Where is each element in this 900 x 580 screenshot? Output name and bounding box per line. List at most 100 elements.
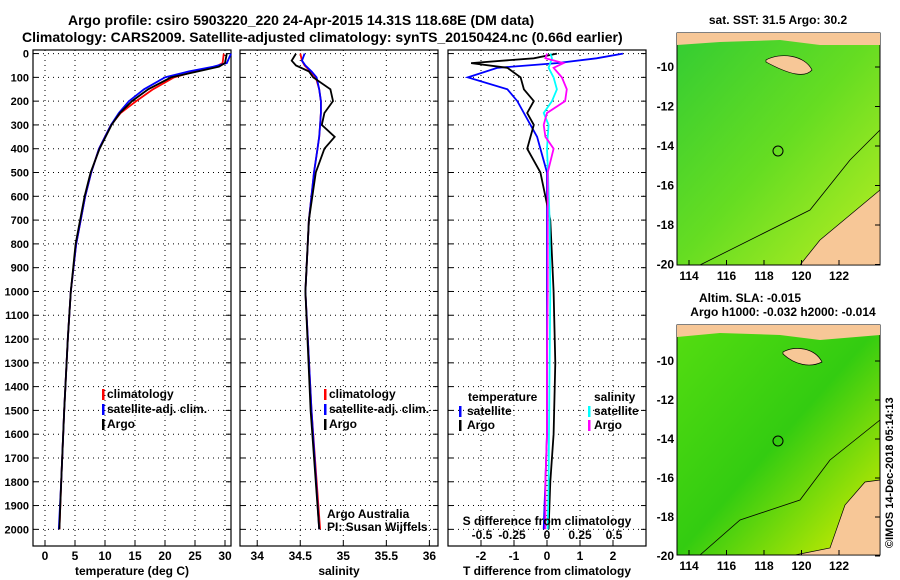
- map-lat-tick-label: -18: [657, 510, 675, 524]
- map-lat-tick-label: -16: [657, 179, 675, 193]
- s-difference-tick-label: -0.25: [498, 528, 526, 542]
- depth-tick-label: 100: [11, 72, 29, 84]
- annotation-argo-australia: Argo Australia: [327, 507, 410, 521]
- bathymetry-contour: [699, 129, 881, 266]
- depth-tick-label: 1500: [5, 405, 29, 417]
- map-lon-tick-label: 122: [829, 269, 849, 283]
- temperature-series-satellite-adj-clim-: [57, 53, 232, 530]
- temperature-legend-label: climatology: [107, 387, 174, 401]
- temperature-x-tick-label: 20: [158, 549, 172, 563]
- depth-tick-label: 1300: [5, 358, 29, 370]
- difference-x-tick-label: -2: [476, 549, 487, 563]
- temperature-legend-label: Argo: [107, 417, 135, 431]
- depth-tick-label: 400: [11, 144, 29, 156]
- map-lon-tick-label: 118: [754, 269, 774, 283]
- depth-tick-label: 1900: [5, 501, 29, 513]
- salinity-legend-swatch: [324, 404, 327, 415]
- map-lat-tick-label: -14: [657, 139, 675, 153]
- map-lon-tick-label: 114: [679, 269, 699, 283]
- depth-tick-label: 900: [11, 263, 29, 275]
- depth-tick-label: 1600: [5, 429, 29, 441]
- temperature-series-argo: [58, 53, 228, 530]
- sla-map: Altim. SLA: -0.015 Argo h1000: -0.032 h2…: [676, 291, 881, 556]
- land-north: [677, 33, 880, 45]
- depth-tick-label: 700: [11, 215, 29, 227]
- land-australia: [799, 189, 881, 266]
- salinity-legend-swatch: [324, 419, 327, 430]
- sst-map-title: sat. SST: 31.5 Argo: 30.2: [709, 13, 848, 27]
- title-line-1: Argo profile: csiro 5903220_220 24-Apr-2…: [68, 12, 535, 28]
- map-lat-tick-label: -20: [657, 549, 675, 563]
- legend-temperature-satellite: satellite: [467, 404, 512, 418]
- map-lon-tick-label: 116: [717, 269, 737, 283]
- temperature-x-tick-label: 10: [98, 549, 112, 563]
- temperature-x-tick-label: 5: [72, 549, 79, 563]
- map-lon-tick-label: 120: [791, 559, 811, 573]
- s-difference-tick-label: 0: [544, 528, 551, 542]
- salinity-legend-swatch: [324, 389, 327, 400]
- depth-tick-label: 1000: [5, 286, 29, 298]
- temperature-x-axis-label: temperature (deg C): [75, 564, 189, 578]
- legend-swatch: [459, 406, 462, 417]
- depth-tick-label: 1400: [5, 382, 29, 394]
- depth-tick-label: 800: [11, 239, 29, 251]
- depth-tick-label: 500: [11, 168, 29, 180]
- land-island: [782, 348, 823, 366]
- s-difference-tick-label: 0.25: [568, 528, 592, 542]
- legend-swatch: [588, 420, 591, 431]
- depth-tick-label: 200: [11, 96, 29, 108]
- salinity-legend-label: satellite-adj. clim.: [329, 402, 429, 416]
- depth-tick-label: 1200: [5, 334, 29, 346]
- map-lat-tick-label: -18: [657, 218, 675, 232]
- difference-x-tick-label: 0: [544, 549, 551, 563]
- salinity-axes-box: [239, 49, 439, 547]
- map-lon-tick-label: 114: [679, 559, 699, 573]
- temperature-x-tick-label: 15: [128, 549, 142, 563]
- temperature-legend-label: satellite-adj. clim.: [107, 402, 207, 416]
- map-lat-tick-label: -12: [657, 100, 675, 114]
- salinity-legend-label: climatology: [329, 387, 396, 401]
- profile-location-marker: [772, 145, 784, 157]
- map-lat-tick-label: -14: [657, 432, 675, 446]
- salinity-x-axis-label: salinity: [318, 564, 360, 578]
- map-lat-tick-label: -16: [657, 471, 675, 485]
- land-island: [765, 55, 813, 75]
- map-lat-tick-label: -10: [657, 354, 675, 368]
- depth-tick-label: 300: [11, 120, 29, 132]
- salinity-x-tick-label: 36: [423, 549, 437, 563]
- legend-swatch: [588, 406, 591, 417]
- map-lon-tick-label: 118: [754, 559, 774, 573]
- annotation-pi: PI: Susan Wijffels: [327, 520, 428, 534]
- s-difference-axis-label: S difference from climatology: [463, 514, 632, 528]
- temperature-x-tick-label: 25: [188, 549, 202, 563]
- legend-temperature-argo: Argo: [467, 418, 495, 432]
- map-lat-tick-label: -10: [657, 60, 675, 74]
- difference-x-tick-label: 1: [577, 549, 584, 563]
- depth-tick-label: 1700: [5, 453, 29, 465]
- salinity-x-tick-label: 34: [251, 549, 265, 563]
- depth-tick-label: 0: [23, 49, 29, 61]
- title-line-2: Climatology: CARS2009. Satellite-adjuste…: [22, 29, 623, 45]
- map-lat-tick-label: -12: [657, 393, 675, 407]
- depth-tick-label: 2000: [5, 524, 29, 536]
- s-difference-tick-label: -0.5: [472, 528, 493, 542]
- s-difference-tick-label: 0.5: [606, 528, 623, 542]
- map-lon-tick-label: 116: [717, 559, 737, 573]
- credit-text: ©IMOS 14-Dec-2018 05:14:13: [884, 397, 896, 548]
- land-australia: [794, 479, 881, 556]
- salinity-x-tick-label: 35.5: [375, 549, 399, 563]
- temperature-series-climatology: [58, 53, 225, 530]
- depth-tick-label: 600: [11, 191, 29, 203]
- legend-swatch: [459, 420, 462, 431]
- map-lon-tick-label: 120: [791, 269, 811, 283]
- temperature-x-tick-label: 30: [218, 549, 232, 563]
- difference-x-tick-label: 2: [610, 549, 617, 563]
- bathymetry-contour: [699, 419, 881, 556]
- map-lat-tick-label: -20: [657, 258, 675, 272]
- map-lon-tick-label: 122: [829, 559, 849, 573]
- temperature-legend-swatch: [102, 404, 105, 415]
- temperature-legend-swatch: [102, 419, 105, 430]
- land-north: [677, 325, 880, 340]
